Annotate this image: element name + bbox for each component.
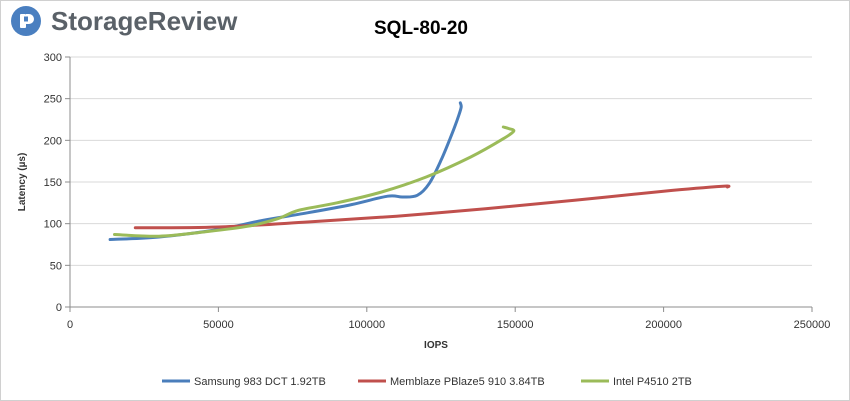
x-axis-label: IOPS bbox=[424, 340, 448, 351]
chart-title: SQL-80-20 bbox=[374, 18, 468, 39]
series-line-2 bbox=[113, 125, 516, 238]
brand-name: StorageReview bbox=[51, 5, 238, 36]
legend-label-1: Memblaze PBlaze5 910 3.84TB bbox=[390, 376, 545, 388]
y-tick-label: 150 bbox=[44, 177, 62, 189]
y-tick-label: 250 bbox=[44, 94, 62, 106]
brand-logo: StorageReview bbox=[9, 5, 237, 37]
series-line-1 bbox=[133, 184, 731, 230]
x-tick-label: 50000 bbox=[203, 319, 234, 331]
legend-label-0: Samsung 983 DCT 1.92TB bbox=[194, 376, 326, 388]
y-tick-label: 50 bbox=[50, 260, 62, 272]
y-axis-label: Latency (µs) bbox=[17, 153, 28, 212]
y-tick-label: 0 bbox=[56, 302, 62, 314]
x-tick-label: 250000 bbox=[794, 319, 831, 331]
legend-label-2: Intel P4510 2TB bbox=[613, 376, 692, 388]
storagereview-logo-icon bbox=[11, 6, 41, 36]
y-tick-label: 100 bbox=[44, 219, 62, 231]
y-tick-label: 300 bbox=[44, 52, 62, 64]
x-tick-label: 100000 bbox=[348, 319, 385, 331]
x-tick-label: 200000 bbox=[645, 319, 682, 331]
y-tick-label: 200 bbox=[44, 135, 62, 147]
x-tick-label: 0 bbox=[67, 319, 73, 331]
series-line-0 bbox=[108, 101, 463, 241]
x-tick-label: 150000 bbox=[497, 319, 534, 331]
